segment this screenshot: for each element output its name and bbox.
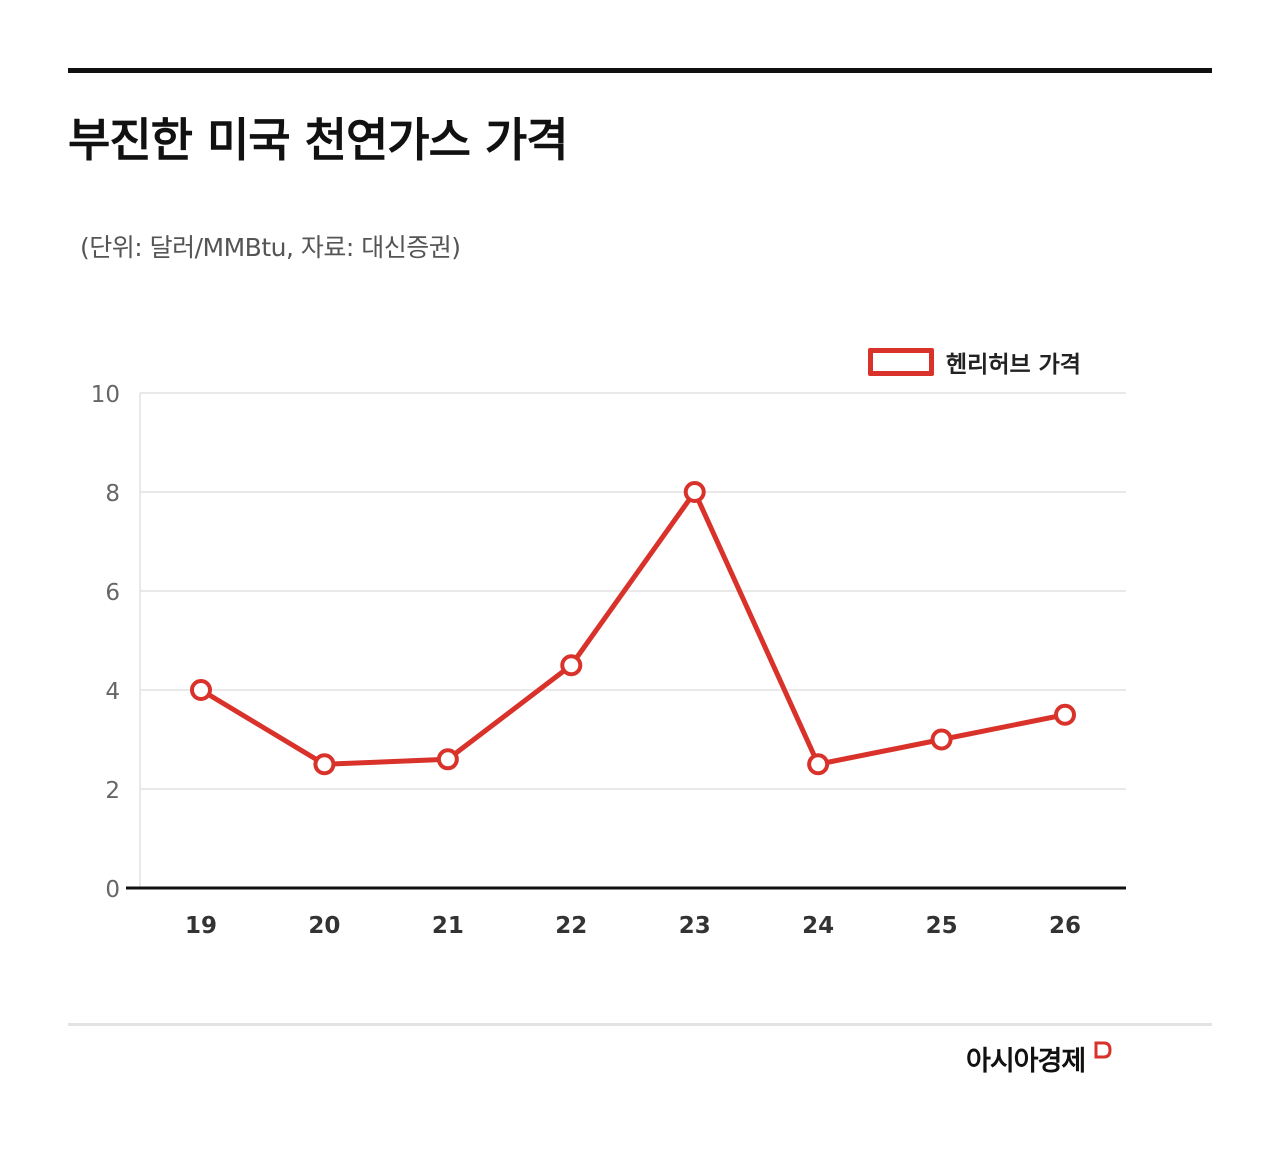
y-tick-label: 0: [105, 877, 120, 903]
data-point: [436, 748, 459, 771]
chart-title: 부진한 미국 천연가스 가격: [68, 113, 569, 167]
legend: 헨리허브 가격: [868, 344, 1081, 380]
bottom-rule: [68, 1023, 1212, 1026]
x-tick-label: 19: [185, 913, 217, 939]
y-tick-label: 4: [105, 679, 120, 705]
data-point: [1054, 703, 1076, 726]
y-tick-label: 8: [105, 481, 120, 507]
y-tick-label: 6: [105, 580, 120, 606]
x-tick-label: 21: [432, 913, 464, 939]
data-point: [930, 728, 953, 751]
series-line: [198, 489, 1068, 767]
x-tick-label: 23: [679, 913, 711, 939]
x-tick-label: 24: [802, 913, 834, 939]
brand-name: 아시아경제: [966, 1046, 1086, 1077]
data-point: [683, 481, 706, 503]
data-point: [190, 679, 212, 701]
legend-swatch: [868, 348, 934, 376]
y-tick-label: 2: [105, 778, 120, 804]
x-tick-label: 25: [926, 913, 958, 939]
data-point: [560, 654, 583, 677]
chart-subtitle: (단위: 달러/MMBtu, 자료: 대신증권): [80, 233, 461, 262]
top-rule: [68, 68, 1212, 73]
legend-label: 헨리허브 가격: [946, 352, 1081, 378]
y-tick-label: 10: [91, 382, 120, 408]
data-point: [313, 753, 336, 776]
x-tick-label: 22: [555, 913, 587, 939]
x-tick-label: 20: [308, 913, 340, 939]
data-point: [807, 753, 830, 776]
x-tick-label: 26: [1049, 913, 1081, 939]
brand-logo: 아시아경제: [966, 1039, 1113, 1078]
brand-mark-icon: [1094, 1041, 1112, 1059]
